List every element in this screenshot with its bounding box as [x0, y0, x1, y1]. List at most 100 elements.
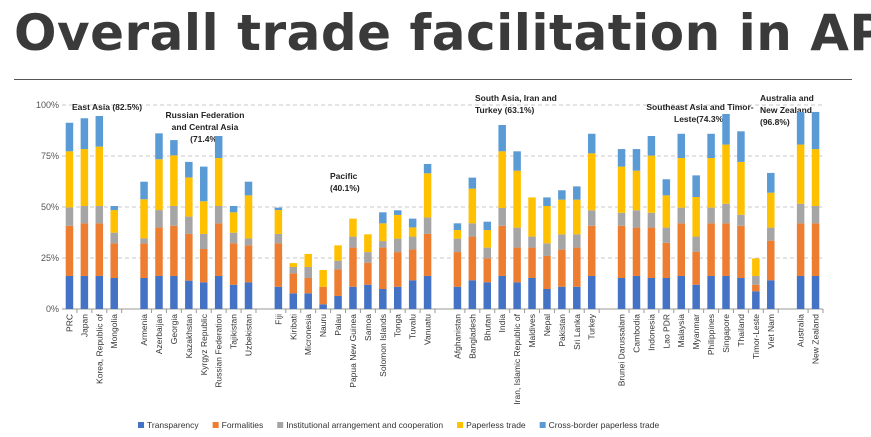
bar-segment [558, 234, 566, 250]
bar-segment [334, 295, 342, 309]
x-tick-label: Micronesia [303, 314, 313, 355]
bar-segment [214, 158, 223, 206]
bar-segment [498, 151, 506, 209]
bar-segment [811, 205, 820, 224]
bar-segment [423, 163, 432, 174]
bar-segment [453, 286, 462, 309]
bar-segment [692, 251, 700, 285]
bar-segment [692, 236, 700, 252]
group-label: Russian Federation [166, 110, 245, 120]
legend-label: Transparency [147, 420, 199, 430]
x-tick-label: Iran, Islamic Republic of [512, 313, 522, 404]
x-tick-label: Brunei Darussalam [617, 314, 627, 386]
group-label: and Central Asia [172, 122, 239, 132]
bar-segment [558, 199, 566, 235]
bar-segment [65, 151, 74, 208]
bar-segment [80, 205, 89, 224]
x-tick-label: Thailand [736, 314, 746, 347]
bar-segment [110, 205, 118, 211]
bar-segment [632, 170, 641, 211]
bar-segment [423, 173, 432, 218]
bar-segment [483, 258, 492, 283]
bar-segment [393, 286, 402, 309]
group-label: New Zealand [760, 105, 812, 115]
bar-segment [408, 218, 417, 228]
bar-segment [244, 195, 253, 239]
bar-segment [528, 197, 536, 237]
bar-segment [468, 223, 477, 237]
x-tick-label: Singapore [721, 314, 731, 353]
y-tick-label: 0% [46, 304, 59, 314]
bar-segment [737, 161, 745, 215]
bar-segment [274, 207, 283, 211]
bar-segment [393, 252, 402, 287]
bar-segment [80, 223, 89, 276]
bar-segment [617, 149, 626, 167]
bar-segment [573, 247, 581, 287]
x-tick-label: Bangladesh [467, 314, 477, 359]
bar-segment [364, 262, 372, 285]
group-label: Australia and [760, 93, 814, 103]
bar-segment [408, 249, 417, 281]
bar-segment [379, 241, 387, 248]
bar-segment [95, 146, 104, 206]
bar-segment [483, 247, 492, 259]
bar-segment [155, 133, 163, 160]
bar-segment [304, 266, 312, 278]
bar-segment [528, 277, 536, 309]
legend-label: Formalities [222, 420, 264, 430]
bar-segment [95, 275, 104, 309]
x-tick-label: Nepal [542, 314, 552, 336]
bar-segment [632, 275, 641, 309]
bar-segment [229, 205, 238, 213]
legend-label: Institutional arrangement and cooperatio… [286, 420, 443, 430]
bar-segment [692, 284, 700, 309]
bar-segment [364, 234, 372, 253]
bar-segment [140, 243, 148, 278]
bar-segment [513, 227, 521, 248]
bar-segment [334, 260, 342, 270]
x-tick-label: Lao PDR [661, 314, 671, 349]
bar-segment [558, 249, 566, 287]
bar-segment [677, 275, 685, 309]
x-tick-label: Maldives [527, 314, 537, 348]
bar-segment [244, 181, 253, 196]
bar-segment [423, 275, 432, 309]
y-tick-label: 50% [41, 202, 59, 212]
x-tick-label: PRC [64, 314, 74, 332]
x-tick-label: Kiribati [288, 314, 298, 340]
bar-segment [65, 275, 74, 309]
bar-segment [513, 282, 521, 309]
bar-segment [513, 170, 521, 228]
bar-segment [170, 205, 178, 226]
y-tick-label: 25% [41, 253, 59, 263]
bar-segment [647, 212, 656, 228]
bar-segment [304, 253, 312, 267]
x-tick-label: Uzbekistan [244, 314, 254, 356]
bar-segment [170, 275, 178, 309]
bar-segment [393, 238, 402, 253]
bar-segment [722, 223, 730, 276]
bar-segment [707, 223, 715, 276]
bar-segment [767, 240, 775, 281]
x-tick-label: Fiji [273, 314, 283, 325]
bar-segment [244, 245, 253, 283]
bar-segment [274, 286, 283, 309]
bar-segment [185, 161, 193, 178]
page-title: Overall trade facilitation in AP [14, 4, 871, 62]
x-tick-label: Indonesia [646, 314, 656, 351]
bar-segment [617, 277, 626, 309]
bar-segment [423, 233, 432, 276]
bar-segment [140, 277, 148, 309]
bar-segment [737, 131, 745, 162]
bar-segment [155, 275, 163, 309]
bar-segment [110, 210, 118, 233]
bar-segment [558, 190, 566, 200]
bar-segment [289, 293, 298, 309]
bar-segment [364, 284, 372, 309]
group-label: Southeast Asia and Timor- [646, 102, 753, 112]
bar-segment [453, 252, 462, 287]
bar-segment [587, 153, 596, 211]
bar-segment [334, 245, 342, 261]
x-tick-label: Tonga [393, 314, 403, 337]
